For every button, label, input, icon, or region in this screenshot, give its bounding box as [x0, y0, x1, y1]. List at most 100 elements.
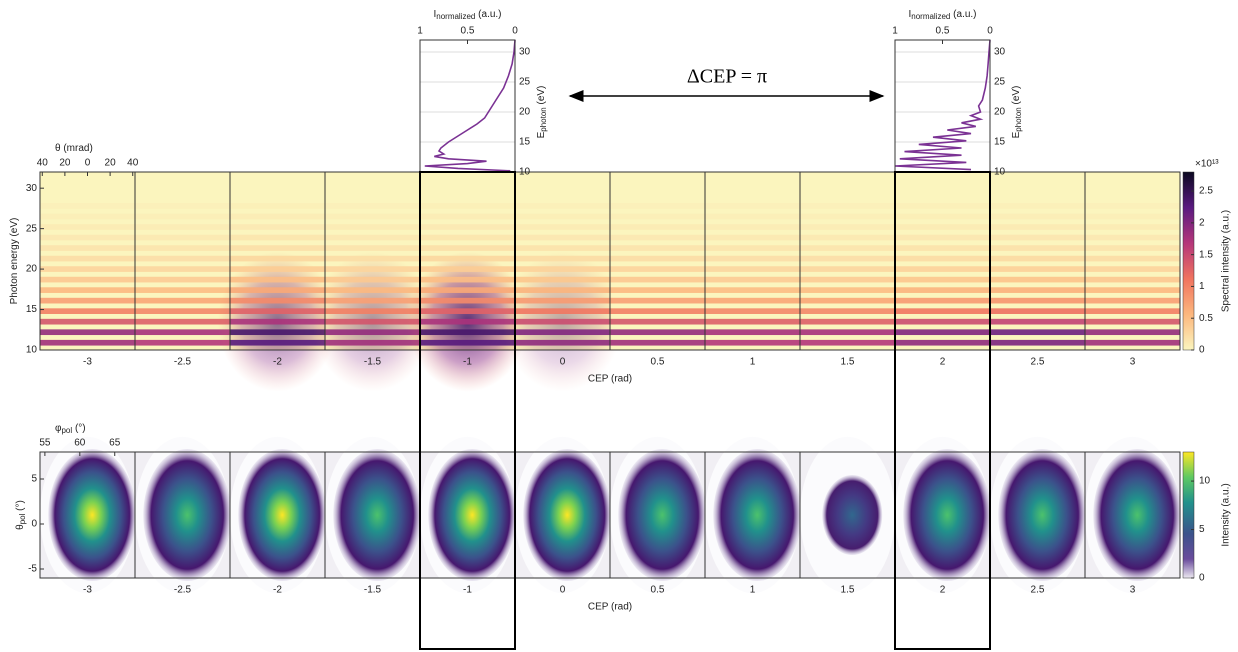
y-axis-label-main: θ [15, 524, 26, 530]
panel-band [1085, 203, 1180, 209]
y-axis-label-main: E [1011, 131, 1022, 138]
panel-band [135, 245, 230, 251]
panel-band [990, 255, 1085, 262]
x-tick-label: 0.5 [651, 585, 665, 596]
panel-band [800, 297, 895, 304]
panel-band [325, 276, 420, 283]
panel-band [610, 203, 705, 209]
panel-band [705, 287, 800, 293]
panel-spot [1093, 449, 1182, 581]
panel-band [705, 318, 800, 325]
x-axis-label-unit: (a.u.) [953, 9, 976, 20]
top-tick-label: 55 [39, 438, 51, 449]
y-axis-label: Photon energy (eV) [9, 218, 20, 305]
top-tick-label: 40 [127, 158, 139, 169]
panel-band [610, 308, 705, 314]
panel-band [705, 213, 800, 220]
top-axis-label-main: θ (mrad) [55, 143, 93, 154]
panel [134, 171, 231, 351]
panel [39, 436, 137, 594]
panel-band [895, 213, 990, 220]
panel-band [1085, 245, 1180, 251]
x-tick-label: 0 [560, 585, 566, 596]
top-axis-label: θ (mrad) [55, 143, 93, 154]
panel-band [1085, 287, 1180, 293]
x-tick-label: 2 [940, 585, 946, 596]
x-axis-label-sub: normalized [911, 12, 950, 21]
panel-band [230, 213, 325, 220]
panel-band [40, 318, 135, 325]
panel-band [990, 339, 1085, 346]
panel-band [420, 213, 515, 220]
y-tick-label: 15 [26, 304, 38, 315]
panel-band [230, 339, 325, 346]
panel-band [705, 203, 800, 209]
panel-band [800, 287, 895, 293]
panel-band [1085, 308, 1180, 314]
panel-band [895, 276, 990, 283]
panel-band [895, 329, 990, 336]
panel-band [230, 255, 325, 262]
panel-band [800, 213, 895, 220]
panel-band [610, 255, 705, 262]
panel-band [610, 224, 705, 230]
panel-band [420, 287, 515, 293]
y-tick-label: -5 [28, 564, 37, 575]
panel-band [135, 234, 230, 241]
colorbar-tick-label: 10 [1199, 476, 1211, 487]
x-tick-label: 3 [1130, 357, 1136, 368]
x-tick-label: -1 [463, 357, 472, 368]
panel [609, 436, 707, 594]
x-tick-label: 1 [417, 26, 423, 37]
panel-band [515, 318, 610, 325]
panel-band [420, 245, 515, 251]
panel-band [40, 203, 135, 209]
panel [514, 436, 612, 594]
panel-spot [333, 449, 422, 581]
panel-band [990, 234, 1085, 241]
y-tick-label: 20 [26, 264, 38, 275]
panel-band [990, 266, 1085, 272]
panel-band [1085, 339, 1180, 346]
panel [989, 171, 1086, 351]
colorbar-tick-label: 0.5 [1199, 313, 1213, 324]
annotation: ΔCEP = π [687, 66, 767, 88]
top-axis-label: φpol (°) [55, 423, 86, 437]
panel-band [800, 245, 895, 251]
panel-band [800, 255, 895, 262]
panel-band [135, 287, 230, 293]
panel-band [990, 203, 1085, 209]
x-tick-label: 0 [987, 26, 993, 37]
intensity-line [894, 39, 991, 171]
panel-band [895, 287, 990, 293]
panel [609, 171, 706, 351]
panel-band [895, 203, 990, 209]
y-axis-label-sub: photon [539, 107, 548, 131]
panel-band [135, 213, 230, 220]
panel-band [325, 234, 420, 241]
panel-band [40, 213, 135, 220]
panel-band [230, 276, 325, 283]
top-tick-label: 40 [37, 158, 49, 169]
top-axis-label-main: φ [55, 423, 62, 434]
panel-band [990, 224, 1085, 230]
panel-band [420, 329, 515, 336]
panel-band [800, 329, 895, 336]
colorbar-tick-label: 0 [1199, 573, 1205, 584]
panel-band [325, 213, 420, 220]
panel-band [515, 255, 610, 262]
panel-band [40, 287, 135, 293]
panel-band [800, 203, 895, 209]
y-axis-label: Ephoton (eV) [536, 86, 550, 139]
x-axis-label: CEP (rad) [588, 602, 632, 613]
y-tick-label: 10 [994, 167, 1006, 178]
panel-band [420, 297, 515, 304]
panel-band [515, 276, 610, 283]
panel [894, 436, 992, 594]
panel-band [40, 266, 135, 272]
panel-spot [998, 449, 1087, 581]
panel-band [705, 308, 800, 314]
panel-band [610, 213, 705, 220]
panel-band [135, 255, 230, 262]
